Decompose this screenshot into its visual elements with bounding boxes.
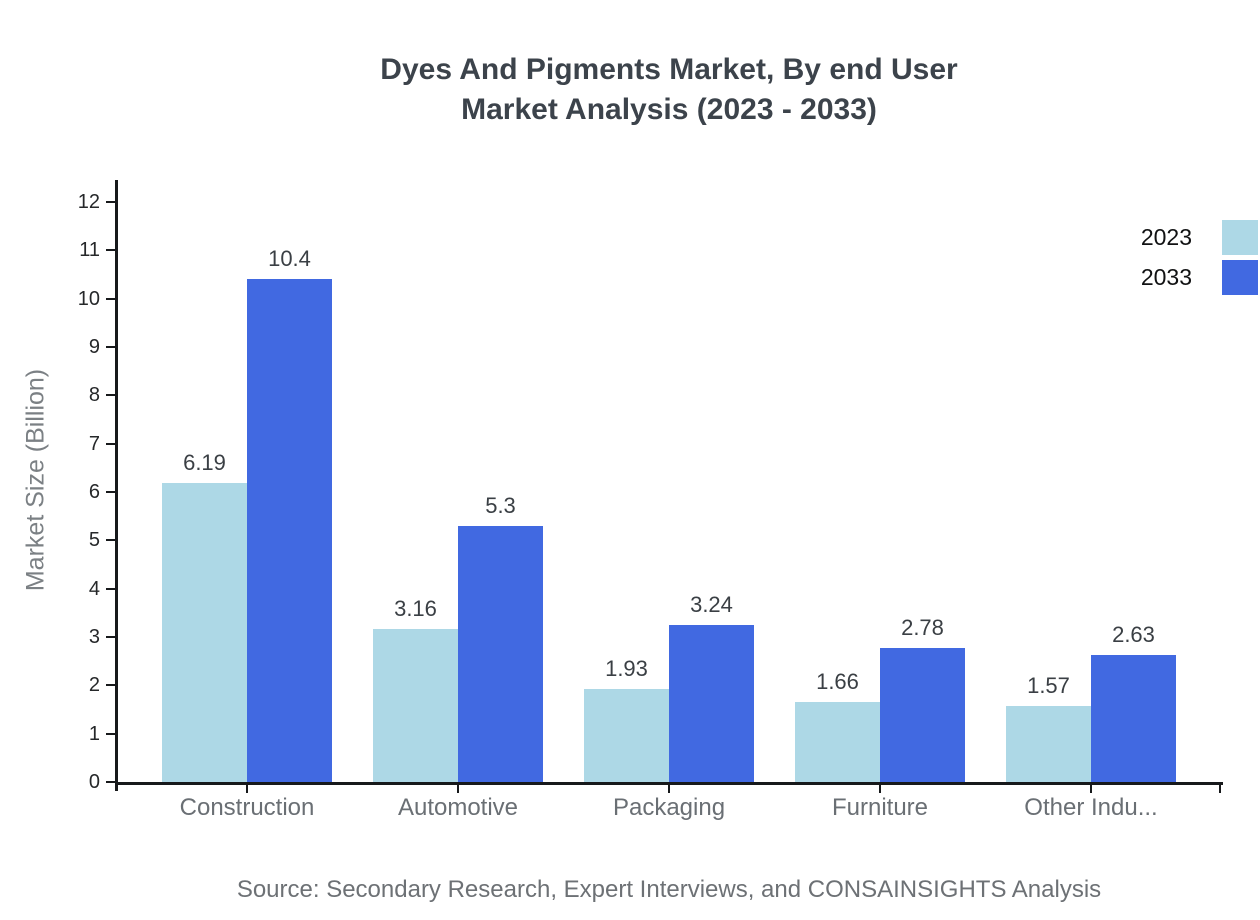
bar-2023-other-indu	[1006, 706, 1091, 782]
y-tick	[106, 249, 115, 252]
y-tick	[106, 297, 115, 300]
y-axis-line	[115, 180, 118, 791]
y-tick	[106, 539, 115, 542]
y-tick-label: 7	[88, 432, 100, 455]
y-tick	[106, 781, 115, 783]
y-tick-label: 10	[77, 287, 100, 310]
legend-swatch-2033	[1222, 260, 1258, 295]
y-tick	[106, 491, 115, 494]
y-tick	[106, 684, 115, 687]
x-tick	[1090, 785, 1092, 793]
bar-2033-furniture	[880, 647, 965, 782]
chart-title-line-2: Market Analysis (2023 - 2033)	[461, 93, 877, 126]
legend-item-2033: 2033	[1141, 260, 1258, 295]
bar-value-label-2033-automotive: 5.3	[485, 492, 516, 518]
legend: 2023 2033	[1141, 220, 1258, 295]
legend-label-2033: 2033	[1140, 264, 1192, 290]
bar-value-label-2033-construction: 10.4	[268, 246, 311, 272]
y-tick-label: 4	[88, 577, 100, 600]
y-tick-label: 3	[88, 626, 100, 648]
y-tick-label: 12	[77, 191, 100, 214]
x-tick	[879, 785, 881, 793]
y-tick	[106, 732, 115, 735]
bar-2023-packaging	[584, 688, 669, 782]
y-tick-label: 8	[88, 384, 100, 407]
bar-value-label-2033-packaging: 3.24	[690, 592, 733, 618]
chart-title-line-1: Dyes And Pigments Market, By end User	[380, 53, 958, 86]
legend-item-2023: 2023	[1141, 220, 1258, 255]
legend-swatch-2023	[1222, 220, 1258, 255]
y-tick	[106, 587, 115, 590]
y-tick-label: 1	[88, 722, 100, 745]
bar-value-label-2023-automotive: 3.16	[394, 596, 437, 622]
x-tick	[668, 785, 670, 793]
y-tick-label: 6	[88, 481, 100, 504]
legend-label-2023: 2023	[1140, 224, 1192, 250]
x-category-label-packaging: Packaging	[612, 794, 726, 821]
chart-title: Dyes And Pigments Market, By end User Ma…	[115, 50, 1223, 130]
y-tick-label: 0	[88, 771, 100, 793]
bar-value-label-2033-furniture: 2.78	[901, 614, 944, 640]
bar-2023-furniture	[795, 701, 880, 782]
y-tick	[106, 394, 115, 397]
x-category-label-construction: Construction	[179, 794, 315, 821]
y-tick-label: 11	[79, 239, 100, 262]
bar-2033-packaging	[669, 625, 754, 782]
bar-2033-other-indu	[1091, 654, 1176, 782]
y-tick	[106, 346, 115, 349]
y-tick-label: 2	[88, 674, 100, 697]
bar-2023-construction	[162, 482, 247, 782]
bar-value-label-2023-construction: 6.19	[183, 449, 226, 475]
x-category-label-automotive: Automotive	[397, 794, 519, 821]
y-tick-label: 9	[88, 336, 100, 359]
x-axis-line	[115, 782, 1223, 785]
y-tick	[106, 636, 115, 638]
x-category-label-other-indu: Other Indu...	[1024, 794, 1158, 821]
y-tick	[106, 442, 115, 445]
x-tick	[457, 785, 459, 793]
source-note: Source: Secondary Research, Expert Inter…	[236, 876, 1102, 903]
x-category-label-furniture: Furniture	[831, 794, 929, 821]
bar-value-label-2023-packaging: 1.93	[605, 655, 648, 681]
bar-value-label-2023-other-indu: 1.57	[1027, 673, 1070, 699]
bar-2023-automotive	[373, 629, 458, 782]
x-tick	[246, 785, 248, 793]
bar-value-label-2033-other-indu: 2.63	[1112, 621, 1155, 647]
bar-2033-construction	[247, 279, 332, 782]
x-axis-end-tick	[1219, 785, 1221, 793]
bar-2033-automotive	[458, 525, 543, 782]
y-tick	[106, 201, 115, 204]
y-tick-label: 5	[88, 529, 100, 552]
bar-value-label-2023-furniture: 1.66	[816, 668, 859, 694]
